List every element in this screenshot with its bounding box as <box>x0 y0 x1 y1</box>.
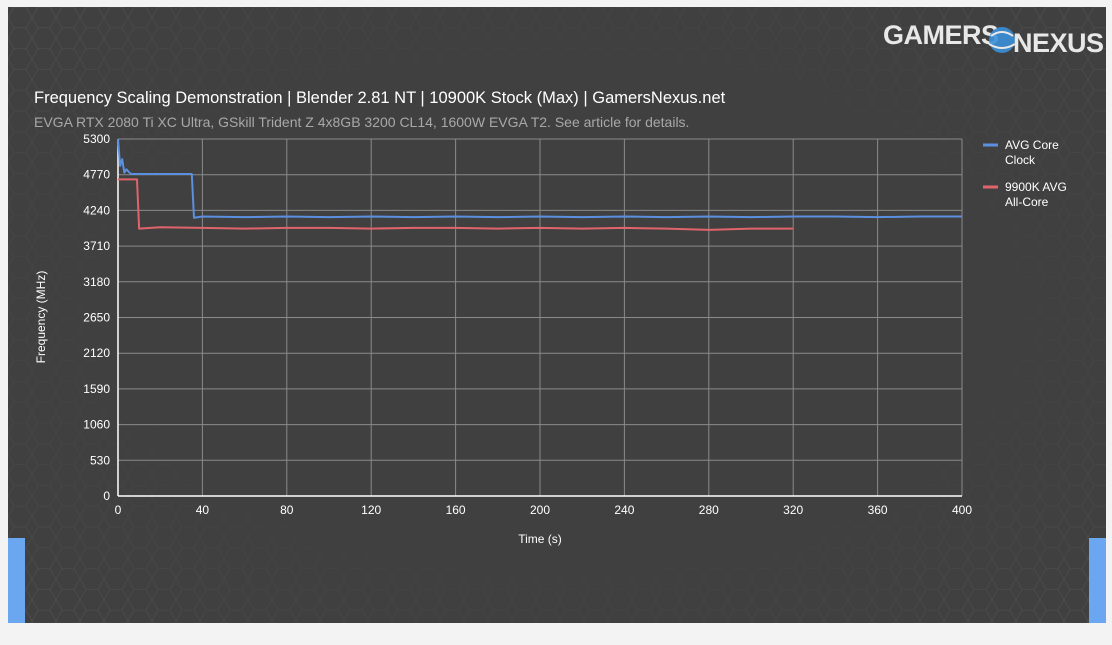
left-accent-bar <box>8 538 25 623</box>
grid-lines <box>118 138 963 496</box>
y-tick-label: 4240 <box>83 203 110 217</box>
right-accent-bar <box>1089 538 1106 623</box>
chart-canvas: Frequency Scaling Demonstration | Blende… <box>8 7 1106 623</box>
y-tick-label: 1590 <box>83 382 110 396</box>
y-tick-label: 3180 <box>83 275 110 289</box>
background-fade <box>8 7 1106 623</box>
y-tick-label: 1060 <box>83 418 110 432</box>
chart-title: Frequency Scaling Demonstration | Blende… <box>34 89 726 107</box>
x-tick-label: 200 <box>530 503 550 517</box>
x-tick-label: 0 <box>115 503 122 517</box>
x-axis-label: Time (s) <box>518 532 562 546</box>
y-tick-label: 4770 <box>83 168 110 182</box>
series-lines <box>117 138 962 231</box>
y-tick-label: 5300 <box>83 132 110 146</box>
logo-globe-icon <box>989 27 1015 53</box>
x-tick-label: 280 <box>699 503 719 517</box>
y-tick-label: 3710 <box>83 239 110 253</box>
x-tick-label: 240 <box>614 503 634 517</box>
x-tick-label: 360 <box>868 503 888 517</box>
x-tick-label: 320 <box>783 503 803 517</box>
y-tick-label: 2650 <box>83 311 110 325</box>
series-line-1 <box>118 178 794 231</box>
legend-label: AVG Core <box>1005 138 1059 152</box>
gamersnexus-logo: GAMERS NEXUS <box>883 20 1103 58</box>
y-axis-label: Frequency (MHz) <box>34 271 48 364</box>
y-tick-label: 2120 <box>83 346 110 360</box>
axes <box>117 139 962 497</box>
y-tick-labels: 0 530 1060 1590 2120 2650 3180 3710 4240 4770 5300 <box>83 132 110 503</box>
y-tick-label: 530 <box>90 453 110 467</box>
series-line-0 <box>117 138 962 219</box>
legend-label: All-Core <box>1005 195 1049 209</box>
x-tick-labels: 0 40 80 120 160 200 240 280 320 360 400 <box>115 503 973 517</box>
y-tick-label: 0 <box>103 489 110 503</box>
logo-text-right: NEXUS <box>1013 28 1103 58</box>
legend-label: 9900K AVG <box>1005 180 1067 194</box>
chart-subtitle: EVGA RTX 2080 Ti XC Ultra, GSkill Triden… <box>34 114 689 130</box>
x-tick-label: 120 <box>361 503 381 517</box>
x-tick-label: 80 <box>280 503 294 517</box>
chart-frame: Frequency Scaling Demonstration | Blende… <box>8 7 1106 623</box>
logo-text-left: GAMERS <box>883 20 999 50</box>
x-tick-label: 400 <box>952 503 972 517</box>
legend-label: Clock <box>1005 153 1036 167</box>
x-tick-label: 40 <box>196 503 210 517</box>
x-tick-label: 160 <box>446 503 466 517</box>
